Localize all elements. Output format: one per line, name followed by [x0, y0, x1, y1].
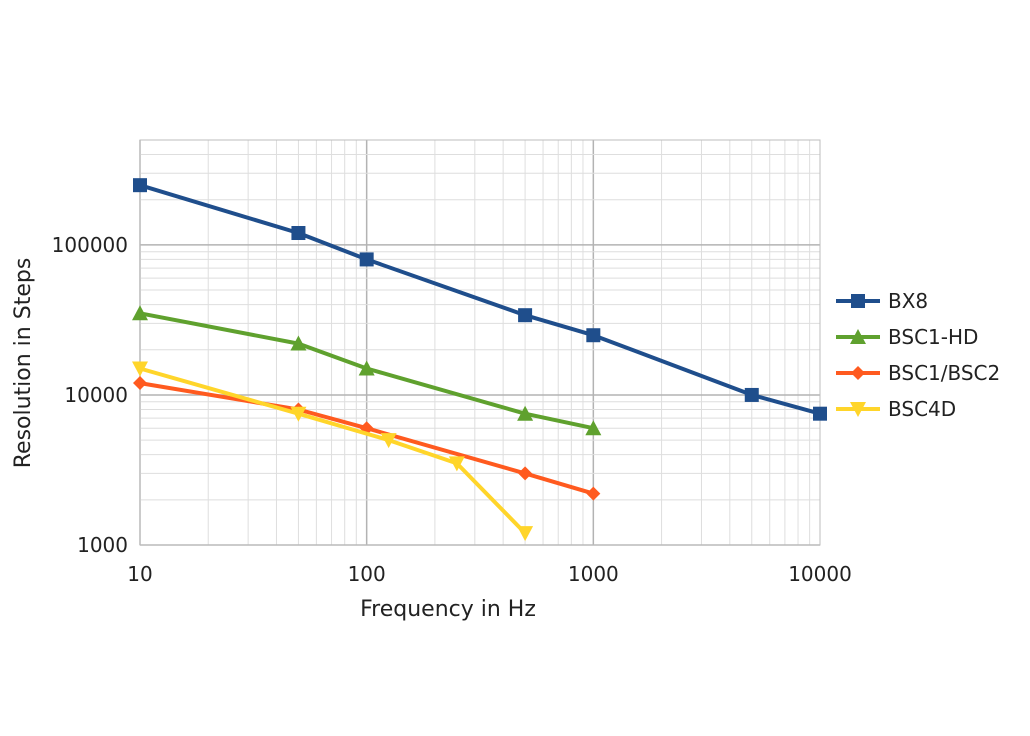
data-point	[359, 252, 374, 267]
data-point	[517, 526, 534, 542]
series-bx8	[133, 178, 827, 421]
data-point	[448, 456, 465, 472]
data-point	[358, 360, 375, 376]
legend: BX8 BSC1-HD BSC1/BSC2 BSC4D	[836, 289, 1000, 421]
data-point	[586, 486, 601, 501]
data-point	[290, 406, 307, 422]
legend-label: BX8	[888, 289, 928, 313]
legend-label: BSC1-HD	[888, 325, 978, 349]
series-line	[139, 183, 821, 416]
y-axis-title: Resolution in Steps	[11, 258, 36, 469]
y-tick-label: 10000	[64, 383, 128, 407]
data-point	[133, 376, 147, 391]
data-point	[132, 361, 148, 377]
legend-entry: BX8	[836, 289, 928, 313]
x-tick-label: 1000	[568, 562, 619, 586]
data-point	[132, 305, 148, 321]
legend-label: BSC1/BSC2	[888, 361, 1000, 385]
x-tick-label: 100	[348, 562, 386, 586]
legend-entry: BSC1/BSC2	[836, 361, 1000, 385]
data-point	[290, 335, 307, 351]
x-tick-label: 10	[127, 562, 152, 586]
legend-marker	[851, 366, 865, 380]
data-point	[518, 466, 533, 481]
data-point	[517, 405, 534, 421]
legend-marker	[851, 294, 865, 308]
series-bsc4d	[132, 361, 534, 542]
data-point	[518, 308, 533, 323]
data-point	[291, 226, 306, 241]
legend-entry: BSC4D	[836, 397, 956, 421]
legend-entry: BSC1-HD	[836, 325, 978, 349]
legend-marker	[850, 402, 866, 417]
tick-labels: 10 100 1000 10000 1000 10000 100000	[52, 233, 852, 586]
data-point	[133, 178, 147, 193]
series-bsc1-hd	[132, 305, 602, 436]
data-point	[380, 433, 397, 449]
data-point	[744, 387, 759, 402]
legend-marker	[850, 329, 866, 344]
legend-label: BSC4D	[888, 397, 956, 421]
series	[132, 178, 827, 542]
data-point	[813, 406, 827, 421]
y-tick-label: 1000	[77, 533, 128, 557]
data-point	[586, 328, 601, 343]
x-tick-label: 10000	[788, 562, 852, 586]
x-axis-title: Frequency in Hz	[360, 597, 536, 622]
y-tick-label: 100000	[52, 233, 128, 257]
data-point	[585, 420, 602, 436]
plot-frame	[139, 139, 821, 546]
